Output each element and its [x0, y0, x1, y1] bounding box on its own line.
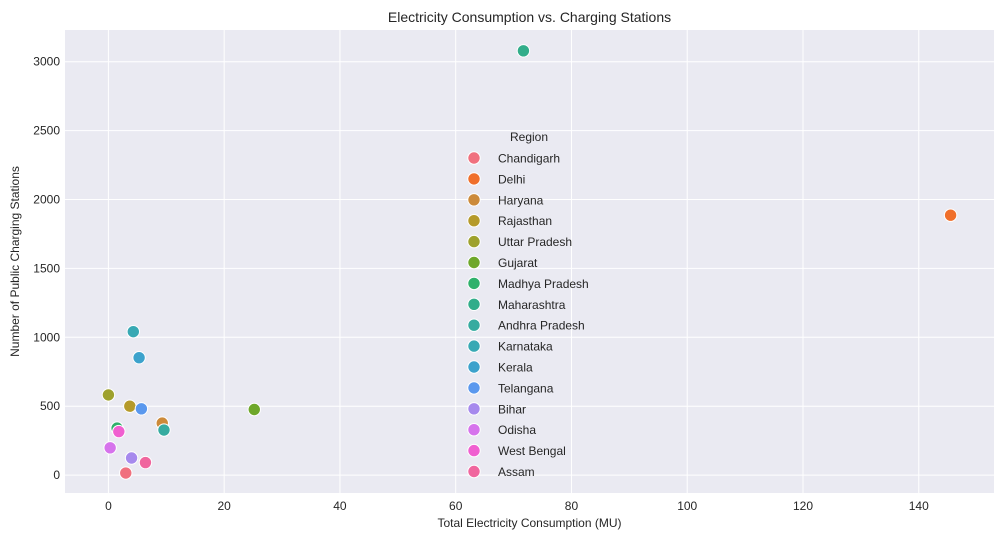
data-point: [943, 208, 958, 222]
legend-marker: [467, 381, 481, 395]
legend-label: Karnataka: [498, 340, 553, 354]
legend-marker: [467, 172, 481, 186]
legend-marker: [467, 214, 481, 228]
legend-label: Maharashtra: [498, 298, 566, 312]
legend-marker: [467, 402, 481, 416]
y-tick-label: 3000: [33, 55, 60, 69]
y-tick-labels: 0 500 1000 1500 2000 2500 3000: [33, 55, 60, 482]
legend-label: Gujarat: [498, 256, 538, 270]
scatter-points: [101, 44, 958, 480]
legend-label: Assam: [498, 465, 535, 479]
data-point: [101, 388, 116, 402]
data-point: [132, 350, 146, 365]
legend-marker: [467, 339, 481, 353]
legend-marker: [467, 276, 481, 291]
legend-marker: [467, 151, 481, 165]
y-tick-label: 2000: [33, 192, 60, 206]
data-point: [123, 399, 137, 413]
x-tick-label: 20: [217, 499, 231, 513]
grid-lines: [65, 30, 994, 493]
data-point: [247, 402, 261, 417]
y-tick-label: 0: [53, 468, 60, 482]
legend-label: Chandigarh: [498, 152, 560, 166]
plot-area: [65, 30, 994, 493]
legend-label: Kerala: [498, 361, 533, 375]
legend-label: Andhra Pradesh: [498, 319, 585, 333]
x-tick-label: 140: [909, 499, 929, 513]
data-point: [119, 466, 133, 480]
data-point: [126, 324, 141, 339]
legend-marker: [467, 255, 481, 270]
y-tick-label: 1000: [33, 330, 60, 344]
x-tick-label: 0: [105, 499, 112, 513]
x-tick-label: 100: [677, 499, 697, 513]
x-tick-label: 120: [793, 499, 813, 513]
x-tick-label: 40: [333, 499, 347, 513]
legend: Region Chandigarh Delhi Haryana Rajasthan Ut…: [467, 130, 589, 479]
legend-label: West Bengal: [498, 444, 566, 458]
legend-marker: [467, 193, 481, 207]
y-tick-label: 2500: [33, 124, 60, 138]
x-axis-label: Total Electricity Consumption (MU): [437, 516, 621, 530]
data-point: [124, 451, 139, 465]
data-point: [112, 424, 126, 439]
x-tick-labels: 0 20 40 60 80 100 120 140: [105, 499, 929, 513]
legend-label: Odisha: [498, 423, 536, 437]
legend-marker: [467, 318, 481, 332]
legend-label: Madhya Pradesh: [498, 277, 589, 291]
data-point: [516, 44, 531, 58]
data-point: [134, 402, 149, 416]
data-point: [138, 455, 153, 470]
data-point: [103, 441, 117, 455]
legend-marker: [467, 443, 481, 458]
data-point: [157, 423, 171, 437]
x-tick-label: 80: [565, 499, 579, 513]
legend-title: Region: [510, 130, 548, 144]
x-tick-label: 60: [449, 499, 463, 513]
legend-label: Delhi: [498, 172, 525, 186]
legend-marker: [467, 360, 481, 374]
legend-marker: [467, 464, 481, 479]
legend-marker: [467, 423, 481, 437]
y-tick-label: 1500: [33, 261, 60, 275]
legend-label: Rajasthan: [498, 214, 552, 228]
legend-label: Bihar: [498, 402, 526, 416]
chart-title: Electricity Consumption vs. Charging Sta…: [388, 9, 671, 25]
legend-marker: [467, 297, 481, 311]
legend-label: Telangana: [498, 381, 554, 395]
legend-label: Uttar Pradesh: [498, 235, 572, 249]
y-tick-label: 500: [40, 399, 60, 413]
legend-label: Haryana: [498, 193, 544, 207]
y-axis-label: Number of Public Charging Stations: [8, 166, 22, 357]
legend-marker: [467, 234, 481, 249]
